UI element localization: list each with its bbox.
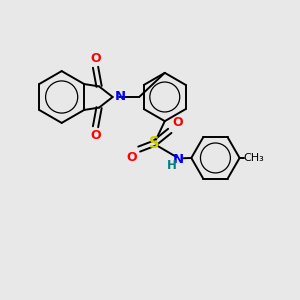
Text: O: O — [90, 52, 101, 65]
Text: CH₃: CH₃ — [243, 153, 264, 163]
Text: O: O — [172, 116, 183, 129]
Text: N: N — [172, 153, 184, 166]
Text: O: O — [90, 129, 101, 142]
Text: S: S — [149, 136, 160, 151]
Text: O: O — [126, 151, 137, 164]
Text: N: N — [115, 91, 126, 103]
Text: H: H — [167, 159, 176, 172]
